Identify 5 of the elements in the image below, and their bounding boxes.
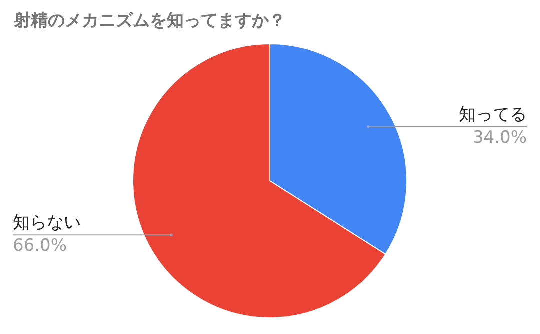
slice-label: 知らない (13, 213, 81, 234)
data-label: 66.0% (13, 236, 68, 256)
data-label: 34.0% (472, 128, 527, 148)
chart-title: 射精のメカニズムを知ってますか？ (13, 11, 286, 31)
slice-label: 知ってる (459, 104, 527, 125)
